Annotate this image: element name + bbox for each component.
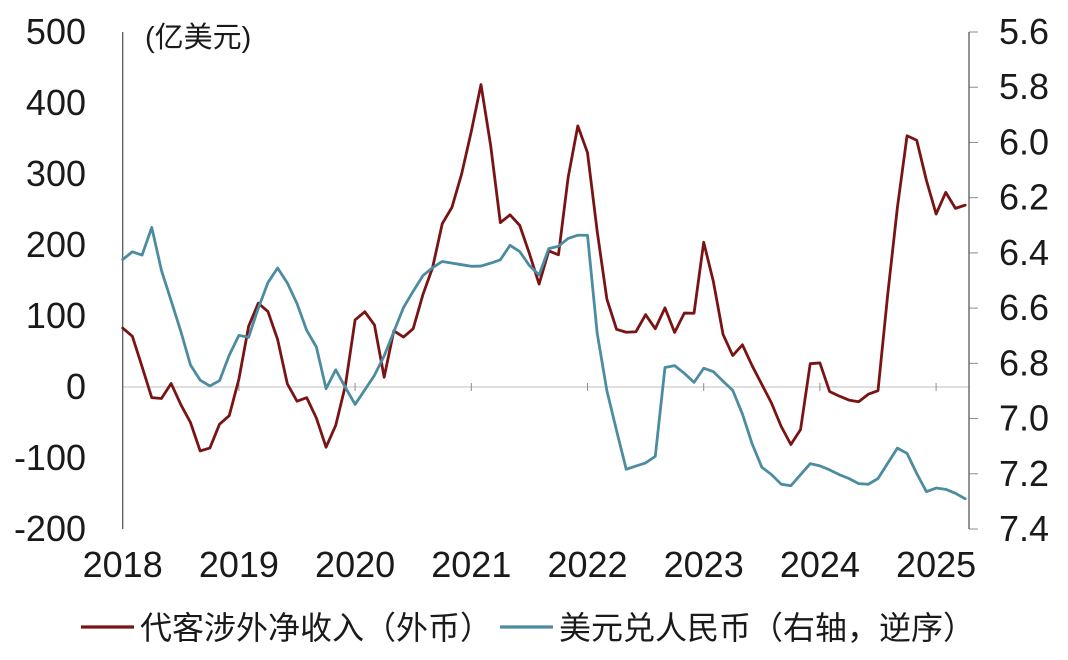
svg-text:代客涉外净收入（外币）: 代客涉外净收入（外币） [140,610,492,646]
svg-text:6.2: 6.2 [999,177,1049,218]
svg-text:2023: 2023 [664,544,744,585]
svg-text:2024: 2024 [780,544,860,585]
svg-text:-100: -100 [14,437,86,478]
svg-text:400: 400 [26,82,86,123]
svg-text:2025: 2025 [896,544,976,585]
svg-text:200: 200 [26,224,86,265]
svg-text:2019: 2019 [199,544,279,585]
svg-text:6.4: 6.4 [999,232,1049,273]
svg-text:300: 300 [26,153,86,194]
svg-text:2018: 2018 [83,544,163,585]
svg-text:美元兑人民币（右轴，逆序）: 美元兑人民币（右轴，逆序） [559,610,975,646]
svg-text:(亿美元): (亿美元) [145,21,251,54]
svg-text:5.8: 5.8 [999,66,1049,107]
svg-text:7.0: 7.0 [999,398,1049,439]
svg-text:6.0: 6.0 [999,121,1049,162]
svg-text:7.4: 7.4 [999,508,1049,549]
svg-text:100: 100 [26,295,86,336]
svg-text:0: 0 [66,366,86,407]
svg-text:-200: -200 [14,508,86,549]
svg-text:2020: 2020 [315,544,395,585]
svg-text:6.6: 6.6 [999,287,1049,328]
svg-text:500: 500 [26,11,86,52]
svg-text:6.8: 6.8 [999,342,1049,383]
svg-text:2021: 2021 [431,544,511,585]
svg-text:7.2: 7.2 [999,453,1049,494]
svg-text:2022: 2022 [547,544,627,585]
svg-text:5.6: 5.6 [999,11,1049,52]
